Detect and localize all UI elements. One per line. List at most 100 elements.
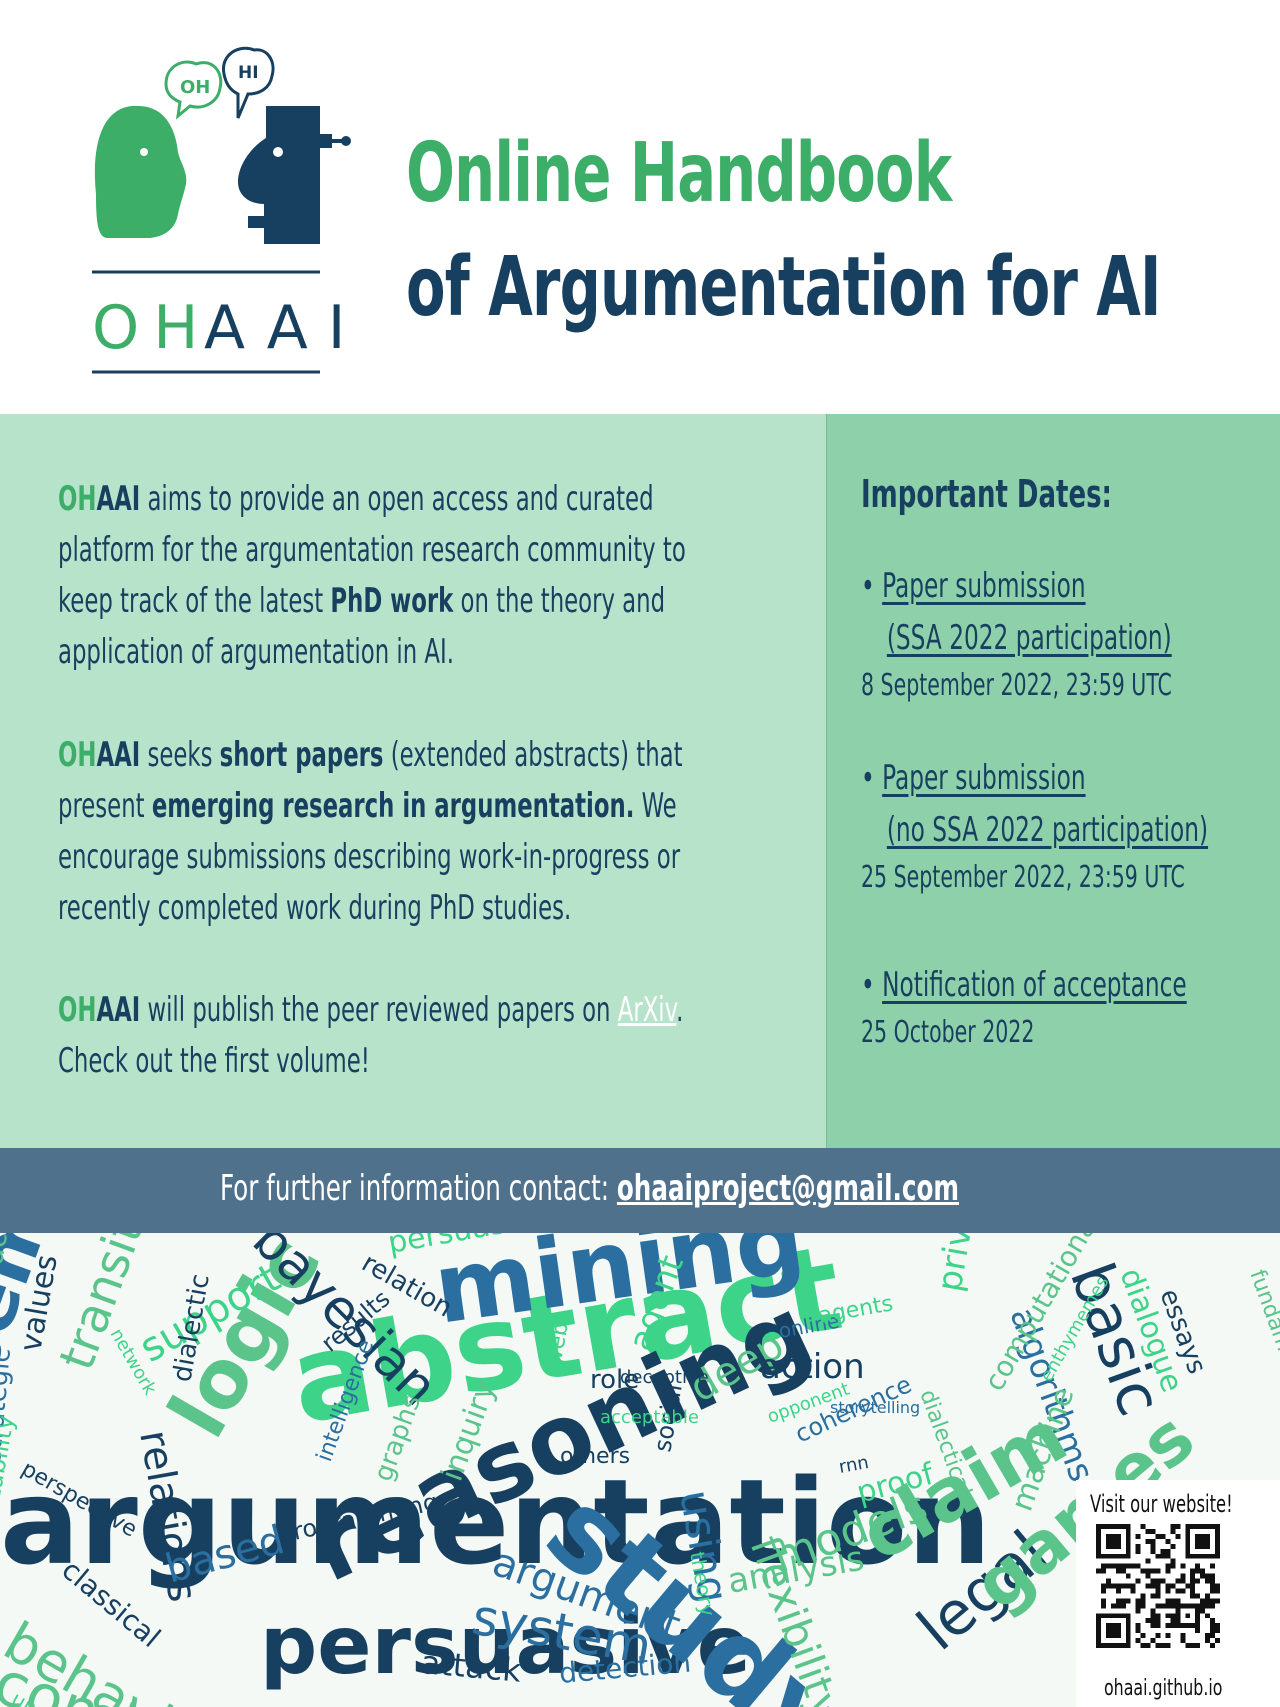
qr-module (1195, 1568, 1201, 1574)
date-item-label-cont[interactable]: (no SSA 2022 participation) (886, 810, 1209, 850)
qr-module (1210, 1633, 1216, 1639)
qr-module (1135, 1548, 1141, 1554)
qr-module (1160, 1578, 1166, 1584)
qr-module (1150, 1528, 1156, 1534)
qr-module (1170, 1618, 1176, 1624)
qr-module (1145, 1583, 1151, 1589)
qr-module (1115, 1563, 1121, 1569)
qr-module (1155, 1568, 1161, 1574)
arxiv-link[interactable]: ArXiv (617, 990, 677, 1030)
qr-module (1135, 1598, 1141, 1604)
important-dates-title: Important Dates: (861, 472, 1112, 516)
qr-module (1190, 1568, 1196, 1574)
qr-module (1210, 1563, 1216, 1569)
word-cloud-word: rnn (837, 1452, 870, 1478)
qr-module (1165, 1583, 1171, 1589)
date-item-submission-no-ssa: • Paper submission (no SSA 2022 particip… (861, 752, 1280, 900)
qr-module (1170, 1543, 1176, 1549)
qr-module (1200, 1568, 1206, 1574)
qr-module (1100, 1563, 1106, 1569)
qr-module (1155, 1578, 1161, 1584)
qr-module (1145, 1643, 1151, 1648)
qr-module (1165, 1548, 1171, 1554)
qr-module (1140, 1598, 1146, 1604)
qr-box[interactable]: Visit our website! ohaai.github.io (1076, 1480, 1280, 1707)
qr-module (1170, 1528, 1176, 1534)
qr-code-icon[interactable] (1096, 1524, 1220, 1648)
qr-module (1195, 1628, 1201, 1634)
date-item-label[interactable]: Paper submission (882, 566, 1086, 606)
brand-aai: AAI (96, 479, 141, 519)
qr-module (1100, 1598, 1106, 1604)
text-fragment: (extended abstracts) that (383, 735, 683, 775)
qr-module (1155, 1643, 1161, 1648)
robot-antenna (341, 136, 351, 146)
qr-module (1215, 1583, 1220, 1589)
qr-module (1165, 1538, 1171, 1544)
brand-aai: AAI (96, 990, 141, 1030)
text-fragment: We (634, 786, 677, 826)
qr-module (1165, 1613, 1171, 1619)
website-url[interactable]: ohaai.github.io (1104, 1676, 1223, 1701)
text-fragment: will publish the peer reviewed papers on (140, 990, 618, 1030)
speech-bubble-oh-text: OH (180, 77, 210, 98)
qr-module (1210, 1603, 1216, 1609)
qr-module (1175, 1578, 1181, 1584)
qr-module (1105, 1583, 1111, 1589)
qr-module (1190, 1588, 1196, 1594)
qr-module (1155, 1588, 1161, 1594)
word-cloud-word: storytelling (830, 1398, 920, 1417)
qr-module (1140, 1524, 1146, 1529)
qr-module (1150, 1638, 1156, 1644)
about-paragraph-publish: OHAAI will publish the peer reviewed pap… (58, 985, 803, 1087)
qr-module (1205, 1578, 1211, 1584)
qr-module (1165, 1553, 1171, 1559)
qr-module (1180, 1563, 1186, 1569)
date-item-label[interactable]: Paper submission (882, 758, 1086, 798)
qr-module (1200, 1573, 1206, 1579)
qr-module (1130, 1563, 1136, 1569)
contact-bar: For further information contact: ohaaipr… (0, 1148, 1280, 1233)
qr-module (1190, 1583, 1196, 1589)
qr-module (1120, 1603, 1126, 1609)
qr-module (1115, 1603, 1121, 1609)
qr-module (1110, 1563, 1116, 1569)
word-cloud-word: role (590, 1365, 639, 1395)
contact-email-link[interactable]: ohaaiproject@gmail.com (616, 1168, 960, 1209)
qr-module (1205, 1638, 1211, 1644)
qr-module (1205, 1613, 1211, 1619)
qr-module (1180, 1638, 1186, 1644)
qr-module (1190, 1578, 1196, 1584)
qr-module (1140, 1643, 1146, 1648)
green-head-eye (140, 148, 148, 156)
brand-aai: AAI (96, 735, 141, 775)
qr-module (1115, 1583, 1121, 1589)
qr-module (1215, 1623, 1220, 1629)
qr-module (1150, 1618, 1156, 1624)
text-fragment: . (676, 990, 684, 1030)
date-item-date: 25 September 2022, 23:59 UTC (861, 860, 1185, 895)
qr-module (1175, 1598, 1181, 1604)
text-emphasis: short papers (219, 735, 384, 775)
text-line: recently completed work during PhD studi… (58, 888, 572, 928)
qr-module (1165, 1568, 1171, 1574)
qr-module (1150, 1608, 1156, 1614)
qr-module (1210, 1628, 1216, 1634)
qr-module (1135, 1533, 1141, 1539)
qr-module (1170, 1524, 1176, 1529)
date-item-label[interactable]: Notification of acceptance (882, 965, 1187, 1005)
about-paragraph-seeks: OHAAI seeks short papers (extended abstr… (58, 730, 803, 934)
qr-module (1115, 1568, 1121, 1574)
qr-module (1145, 1558, 1151, 1564)
speech-bubble-oh-icon (164, 60, 223, 120)
qr-module (1155, 1603, 1161, 1609)
contact-label: For further information contact: (220, 1168, 617, 1209)
qr-module (1115, 1588, 1121, 1594)
text-line: platform for the argumentation research … (58, 530, 686, 570)
qr-module (1155, 1618, 1161, 1624)
date-item-label-cont[interactable]: (SSA 2022 participation) (886, 618, 1172, 658)
qr-module (1210, 1623, 1216, 1629)
qr-module (1205, 1598, 1211, 1604)
word-cloud-word: argumentation (0, 1453, 991, 1591)
qr-module (1160, 1533, 1166, 1539)
